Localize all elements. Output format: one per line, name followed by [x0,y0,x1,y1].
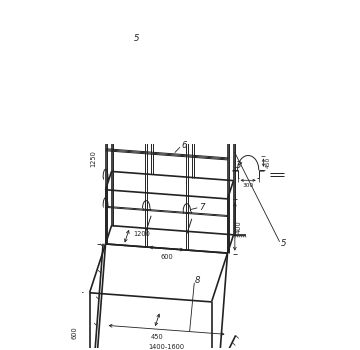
Text: 450: 450 [266,157,271,168]
Text: 1250: 1250 [90,150,96,167]
Text: 6: 6 [182,141,187,150]
Text: 8: 8 [194,276,200,285]
Text: 1400-1600: 1400-1600 [148,344,185,350]
Text: 3: 3 [236,161,242,170]
Text: 600: 600 [72,327,78,339]
Text: 400: 400 [236,220,242,233]
Text: 600: 600 [160,254,173,260]
Text: 7: 7 [200,203,205,212]
Text: 5: 5 [134,34,140,43]
Text: 450: 450 [151,334,164,340]
Text: 1200: 1200 [133,231,150,237]
Text: 5: 5 [281,239,286,248]
Text: 300: 300 [243,183,254,188]
